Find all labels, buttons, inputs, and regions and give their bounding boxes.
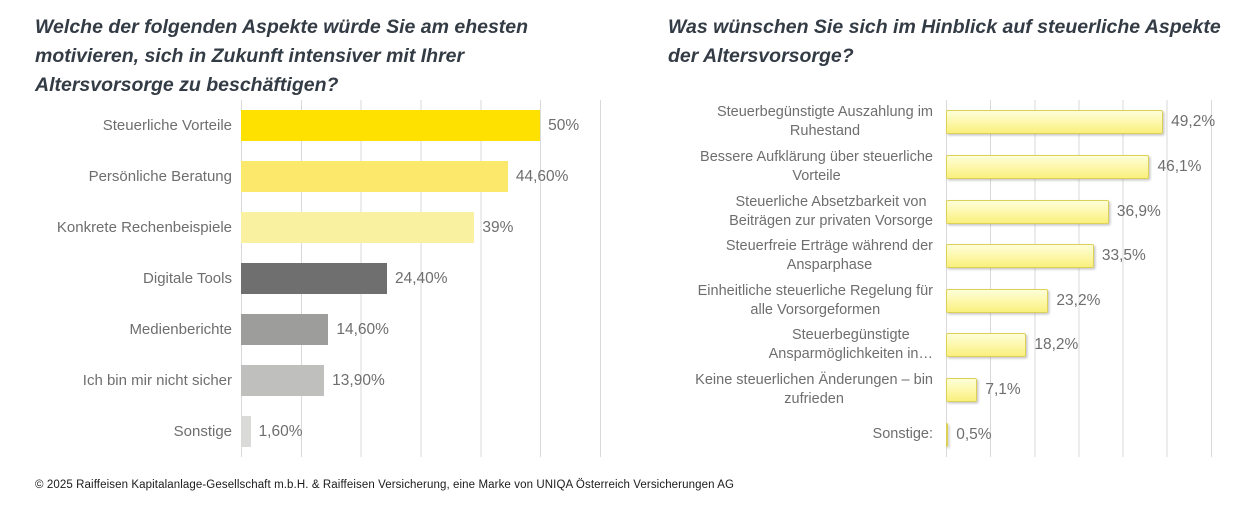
chart-row: Steuerfreie Erträge während der Ansparph…: [668, 234, 1255, 279]
value-label: 49,2%: [1171, 113, 1216, 131]
bar: [946, 154, 1150, 179]
category-label: Sonstige:: [872, 426, 933, 443]
copyright-text: © 2025 Raiffeisen Kapitalanlage-Gesellsc…: [35, 479, 735, 491]
chart-row: Konkrete Rechenbeispiele 39%: [35, 202, 600, 253]
category-label: Steuerliche Absetzbarkeit von Beiträgen …: [729, 193, 933, 229]
bar: [241, 314, 329, 345]
value-label: 46,1%: [1157, 157, 1202, 175]
value-label: 39%: [482, 218, 514, 236]
value-label: 33,5%: [1101, 247, 1146, 265]
category-label: Steuerbegünstigte Auszahlung im Ruhestan…: [716, 104, 933, 140]
chart-row: Steuerliche Absetzbarkeit von Beiträgen …: [668, 189, 1255, 234]
chart-row: Ich bin mir nicht sicher 13,90%: [35, 355, 600, 406]
category-label: Ich bin mir nicht sicher: [82, 372, 232, 389]
bar: [241, 161, 508, 192]
bar: [241, 212, 475, 243]
value-label: 13,90%: [332, 371, 385, 389]
value-label: 0,5%: [956, 425, 992, 443]
chart-row: Steuerbegünstigte Ansparmöglichkeiten in…: [668, 323, 1255, 368]
chart-row: Medienberichte 14,60%: [35, 304, 600, 355]
chart-row: Keine steuerlichen Änderungen – bin zufr…: [668, 368, 1255, 413]
value-label: 24,40%: [394, 269, 448, 287]
left-bar-chart: Steuerliche Vorteile 50% Persönliche Berat…: [35, 100, 601, 457]
value-label: 36,9%: [1116, 202, 1161, 220]
category-label: Bessere Aufklärung über steuerliche Vort…: [700, 148, 933, 184]
bar: [241, 263, 387, 294]
category-label: Keine steuerlichen Änderungen – bin zufr…: [695, 372, 933, 408]
category-label: Steuerliche Vorteile: [102, 117, 232, 134]
bar: [241, 416, 251, 447]
chart-row: Sonstige 1,60%: [35, 406, 600, 457]
value-label: 7,1%: [985, 381, 1021, 399]
category-label: Steuerbegünstigte Ansparmöglichkeiten in…: [768, 327, 933, 363]
value-label: 1,60%: [258, 422, 303, 440]
value-label: 14,60%: [336, 320, 389, 338]
left-chart-rows: Steuerliche Vorteile 50% Persönliche Berat…: [35, 100, 600, 457]
chart-row: Steuerbegünstigte Auszahlung im Ruhestan…: [668, 100, 1255, 145]
bar: [946, 422, 949, 447]
category-label: Sonstige: [173, 423, 232, 440]
category-label: Konkrete Rechenbeispiele: [56, 219, 232, 236]
category-label: Medienberichte: [129, 321, 232, 338]
chart-row: Einheitliche steuerliche Regelung für al…: [668, 279, 1255, 324]
bar: [241, 110, 541, 141]
category-label: Persönliche Beratung: [88, 168, 232, 185]
chart-row: Sonstige: 0,5%: [668, 412, 1255, 457]
right-chart-title: Was wünschen Sie sich im Hinblick auf st…: [668, 16, 1221, 67]
bar: [946, 333, 1027, 358]
category-label: Steuerfreie Erträge während der Ansparph…: [725, 238, 933, 274]
bar: [946, 244, 1094, 269]
value-label: 44,60%: [515, 167, 569, 185]
bar: [946, 199, 1109, 224]
value-label: 50%: [548, 116, 580, 134]
chart-row: Persönliche Beratung 44,60%: [35, 151, 600, 202]
category-label: Digitale Tools: [143, 270, 232, 287]
bar: [946, 378, 978, 403]
right-bar-chart: Steuerbegünstigte Auszahlung im Ruhestan…: [668, 100, 1255, 457]
bar: [946, 288, 1049, 313]
value-label: 23,2%: [1056, 291, 1101, 309]
bar: [946, 110, 1164, 135]
chart-row: Steuerliche Vorteile 50%: [35, 100, 600, 151]
bar: [241, 365, 325, 396]
chart-row: Bessere Aufklärung über steuerliche Vort…: [668, 145, 1255, 190]
right-chart-rows: Steuerbegünstigte Auszahlung im Ruhestan…: [668, 100, 1255, 457]
value-label: 18,2%: [1034, 336, 1079, 354]
chart-row: Digitale Tools 24,40%: [35, 253, 600, 304]
left-chart-title: Welche der folgenden Aspekte würde Sie a…: [35, 16, 529, 96]
category-label: Einheitliche steuerliche Regelung für al…: [697, 282, 933, 318]
